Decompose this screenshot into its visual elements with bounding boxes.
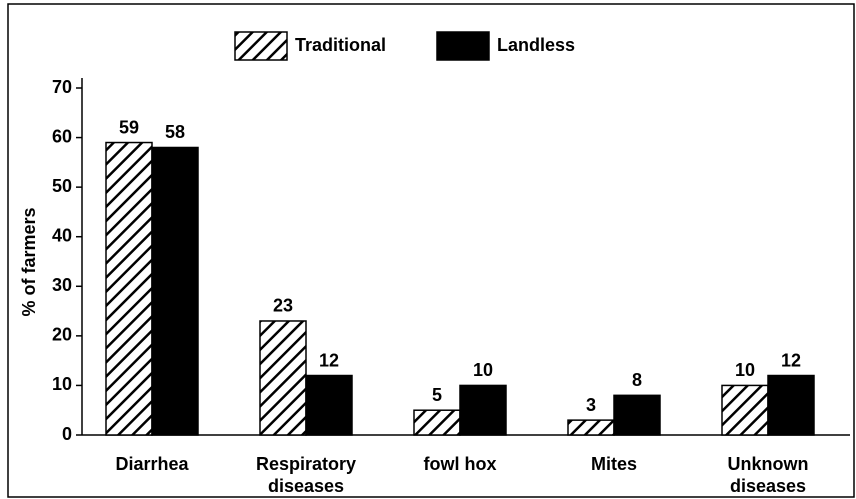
value-label: 10 [735,360,755,380]
legend-label: Traditional [295,35,386,55]
legend-label: Landless [497,35,575,55]
bar [767,374,815,436]
bar [151,146,199,436]
value-label: 3 [586,395,596,415]
y-tick-label: 10 [52,374,72,394]
value-label: 8 [632,370,642,390]
y-tick-label: 0 [62,424,72,444]
y-tick-label: 20 [52,325,72,345]
x-tick-label: Unknown diseases [728,454,809,496]
y-axis-label: % of farmers [19,207,39,316]
frame [7,3,855,498]
y-tick-label: 40 [52,225,72,245]
value-label: 12 [781,350,801,370]
bar [305,374,353,436]
bar [105,141,153,436]
y-tick-label: 70 [52,77,72,97]
legend-swatch [234,31,288,61]
value-label: 5 [432,385,442,405]
value-label: 23 [273,296,293,316]
y-tick-label: 50 [52,176,72,196]
y-tick-label: 30 [52,275,72,295]
bar [613,394,661,436]
bar [459,384,507,436]
value-label: 12 [319,350,339,370]
y-tick-label: 60 [52,126,72,146]
x-tick-label: fowl hox [424,454,497,474]
value-label: 59 [119,117,139,137]
legend-swatch [436,31,490,61]
bar [413,409,461,436]
x-tick-label: Respiratory diseases [256,454,356,496]
value-label: 10 [473,360,493,380]
x-tick-label: Diarrhea [115,454,189,474]
value-label: 58 [165,122,185,142]
bar [567,419,615,436]
bar [259,320,307,436]
bar [721,384,769,436]
x-tick-label: Mites [591,454,637,474]
